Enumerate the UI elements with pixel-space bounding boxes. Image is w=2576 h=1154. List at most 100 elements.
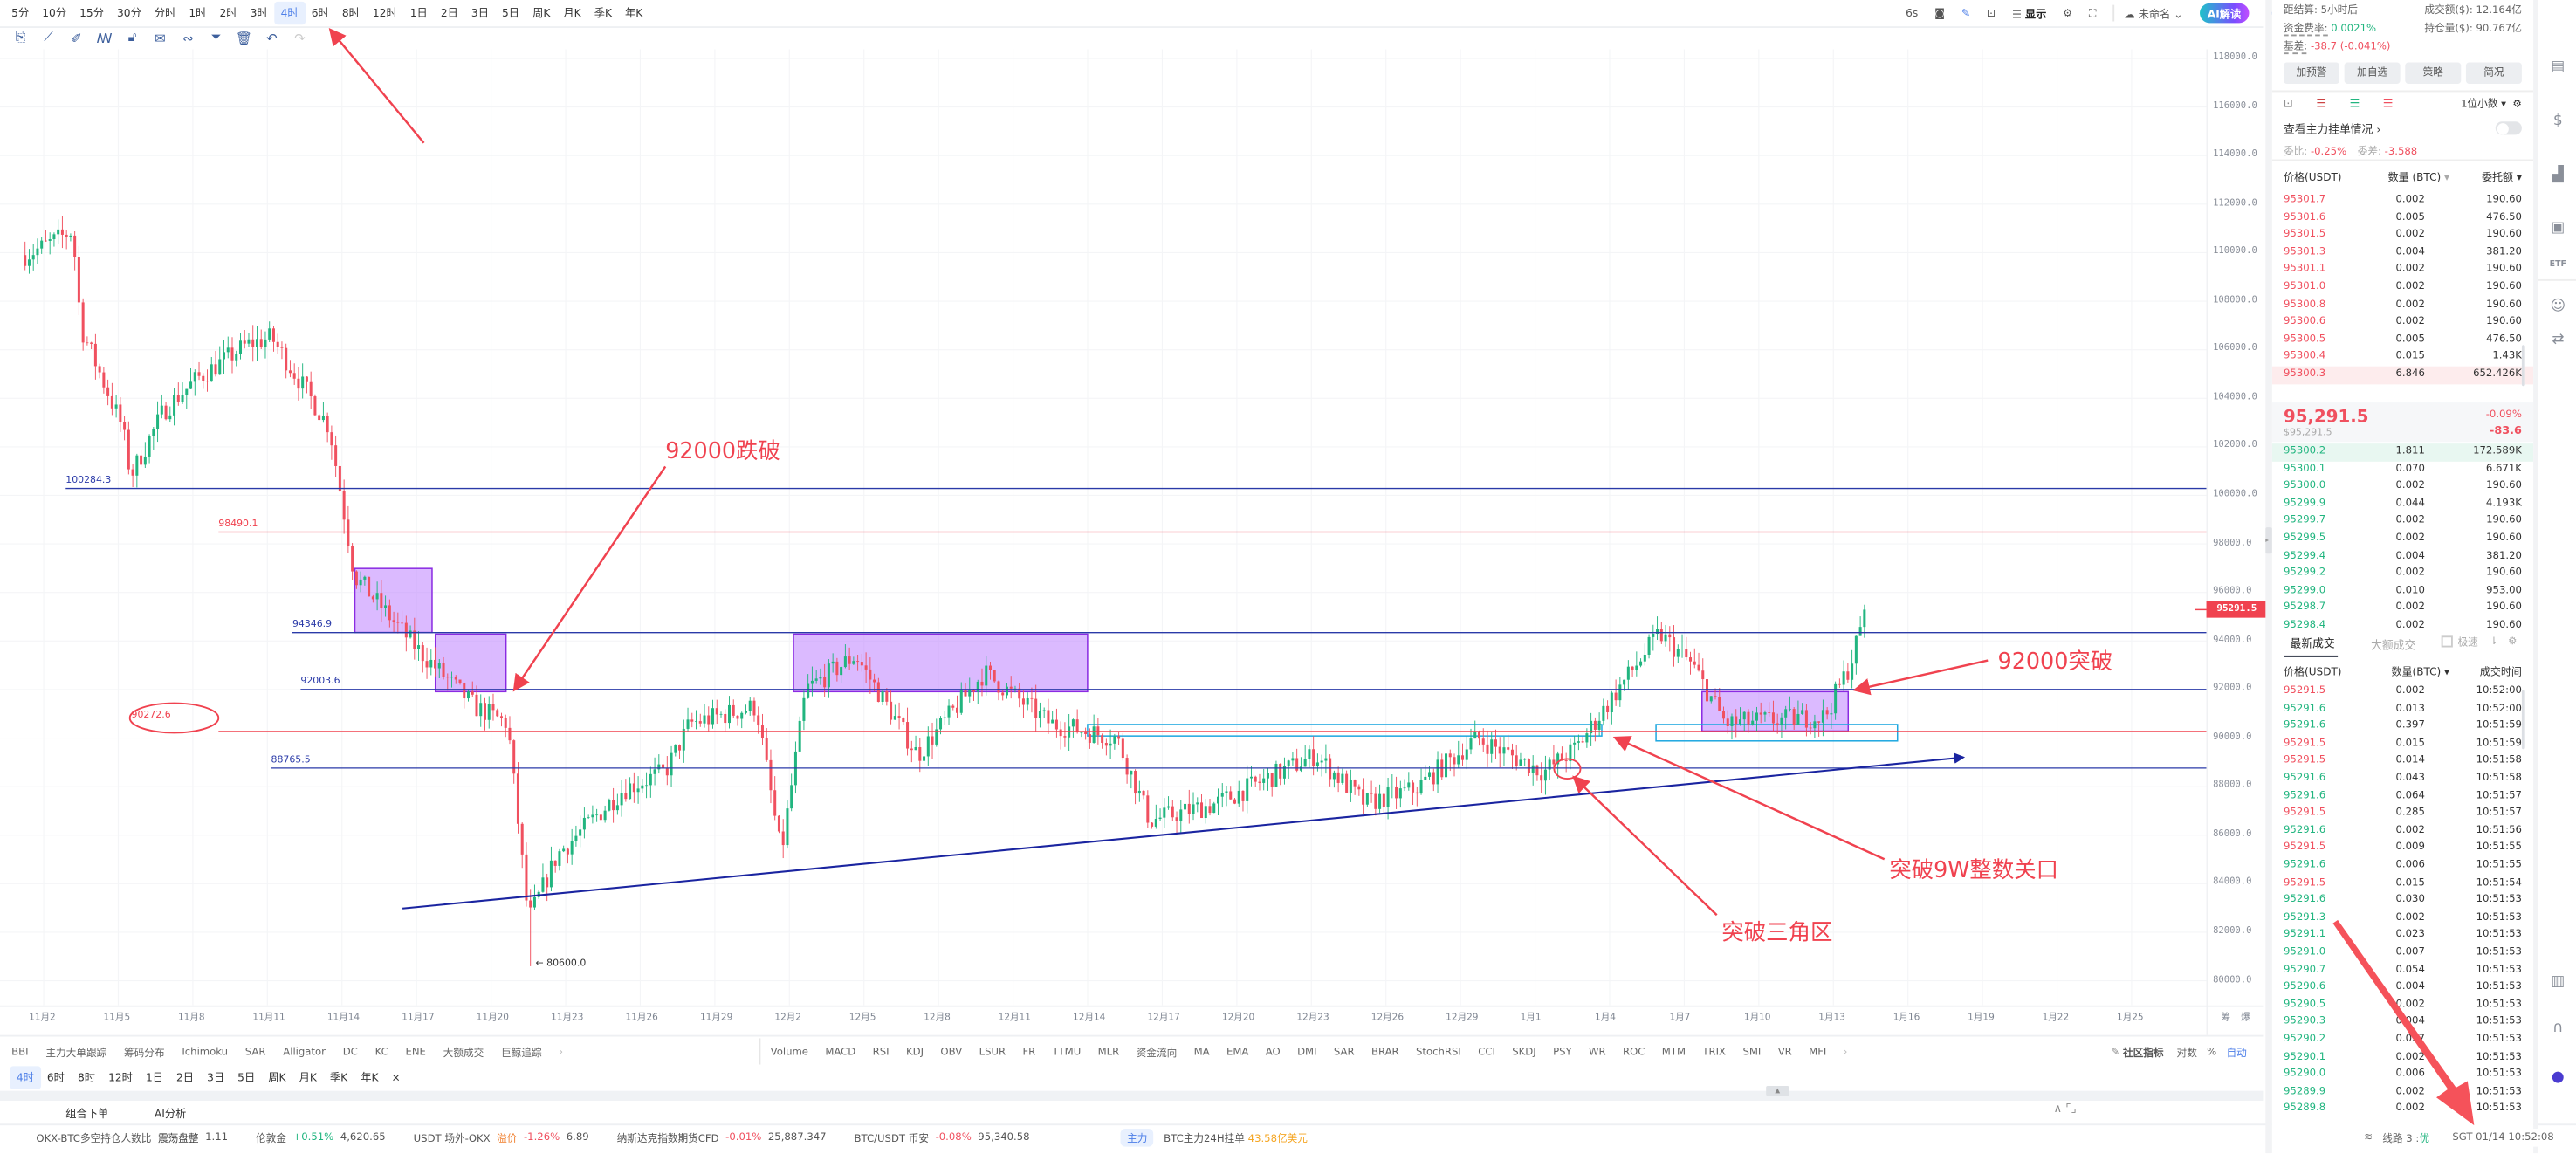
timeframe-17[interactable]: 月K [563,6,581,20]
main-orders-link[interactable]: 查看主力挂单情况 › [2284,123,2381,137]
bottom-timeframe-11[interactable]: 年K [361,1071,379,1085]
sub-indicator-9[interactable]: 资金流向 [1136,1047,1178,1059]
ask-row[interactable]: 95301.1 0.002 190.60 [2272,262,2533,279]
gear-icon[interactable]: ⚙ [2508,635,2518,648]
gear-icon[interactable]: ⚙ [2063,6,2073,20]
indicator-6[interactable]: DC [342,1045,358,1058]
ask-row[interactable]: 95300.3 6.846 652.426K [2271,366,2534,384]
timeframe-3[interactable]: 30分 [117,6,141,20]
add-alert-button[interactable]: 加预警 [2284,62,2339,84]
ask-row[interactable]: 95301.3 0.004 381.20 [2272,244,2533,262]
x-axis-tool-label[interactable]: 筹 [2221,1013,2231,1024]
undo-icon[interactable]: ↶ [266,30,278,45]
bottom-timeframe-5[interactable]: 2日 [176,1071,195,1085]
bid-row[interactable]: 95299.7 0.002 190.60 [2272,513,2533,531]
timeframe-5[interactable]: 1时 [189,6,207,20]
bid-row[interactable]: 95299.5 0.002 190.60 [2272,531,2533,548]
percent-scale-button[interactable]: % [2207,1045,2217,1058]
filter-icon[interactable]: ⏷ [210,29,222,45]
x-axis-tool-label[interactable]: 爆 [2241,1013,2250,1024]
sub-indicator-4[interactable]: OBV [940,1045,963,1058]
trades-scrollbar[interactable] [2521,690,2525,750]
timeframe-8[interactable]: 4时 [274,1,306,25]
bottom-timeframe-8[interactable]: 周K [268,1071,286,1085]
camera-icon[interactable]: ◙ [1934,6,1946,20]
sub-indicator-8[interactable]: MLR [1097,1045,1120,1058]
redo-icon[interactable]: ↷ [294,30,306,45]
ruler-icon[interactable]: ⟋ [44,29,53,45]
timeframe-15[interactable]: 5日 [502,6,520,20]
orderbook-both-icon[interactable]: ☰ [2316,97,2327,111]
swap-icon[interactable]: ⇄ [2552,332,2565,348]
price-axis[interactable]: 118000.0 116000.0 114000.0 112000.0 110000.0… [2207,0,2270,1006]
bid-row[interactable]: 95299.0 0.010 953.00 [2272,583,2533,601]
ask-row[interactable]: 95300.6 0.002 190.60 [2272,314,2533,332]
timeframe-19[interactable]: 年K [625,6,643,20]
tab-combo-order[interactable]: 组合下单 [65,1107,109,1121]
log-scale-button[interactable]: 对数 [2176,1047,2197,1059]
indicator-4[interactable]: SAR [244,1045,266,1058]
sub-indicator-13[interactable]: DMI [1297,1045,1317,1058]
document-icon[interactable]: ▤ [2551,58,2566,76]
timeframe-10[interactable]: 8时 [341,6,360,20]
sub-indicator-22[interactable]: MTM [1661,1045,1686,1058]
sub-indicator-19[interactable]: PSY [1553,1045,1572,1058]
lock-icon[interactable]: 🔓︎ [127,29,137,45]
sub-indicator-26[interactable]: MFI [1809,1045,1827,1058]
bottom-timeframe-9[interactable]: 月K [299,1071,317,1085]
assistant-bot-icon[interactable]: ● [2551,1069,2565,1087]
ticker-item[interactable]: OKX-BTC多空持仓人数比 震荡盘整 1.11 [36,1130,228,1144]
precision-select[interactable]: 1位小数 ▾ ⚙ [2461,98,2522,111]
sub-indicator-11[interactable]: EMA [1226,1045,1249,1058]
strategy-button[interactable]: 策略 [2405,62,2462,84]
indicator-1[interactable]: 主力大单跟踪 [45,1047,107,1059]
sub-indicator-6[interactable]: FR [1022,1045,1036,1058]
overview-button[interactable]: 简况 [2465,62,2522,84]
magnet-icon[interactable]: ∾ [182,30,194,45]
bookmark-icon[interactable]: ⎘ [15,29,26,45]
sub-indicator-14[interactable]: SAR [1333,1045,1355,1058]
add-panel-icon[interactable]: ⊡ [1986,6,1996,20]
community-indicators-button[interactable]: 社区指标 [2122,1047,2164,1059]
bottom-timeframe-4[interactable]: 1日 [145,1071,163,1085]
quantity-header[interactable]: 数量 (BTC) ▾ [2387,170,2450,184]
bid-row[interactable]: 95299.9 0.044 4.193K [2272,496,2533,513]
tab-large-trades[interactable]: 大额成交 [2371,638,2416,652]
ask-row[interactable]: 95300.4 0.015 1.43K [2272,349,2533,367]
expand-icon[interactable]: ∧ ⌜⌟ [2053,1102,2077,1116]
sub-indicator-21[interactable]: ROC [1623,1045,1645,1058]
bid-row[interactable]: 95299.2 0.002 190.60 [2272,566,2533,583]
bid-row[interactable]: 95299.4 0.004 381.20 [2272,548,2533,566]
bottom-timeframe-10[interactable]: 季K [329,1071,348,1085]
bottom-timeframe-7[interactable]: 5日 [237,1071,256,1085]
ask-row[interactable]: 95301.0 0.002 190.60 [2272,279,2533,297]
ticker-item[interactable]: USDT 场外-OKX 溢价 -1.26% 6.89 [414,1130,589,1144]
timeframe-6[interactable]: 2时 [219,6,237,20]
indicator-7[interactable]: KC [374,1045,388,1058]
indicator-icon[interactable]: ꟿ [96,30,113,45]
refresh-interval[interactable]: 6s [1906,6,1919,20]
etf-icon[interactable]: ETF [2549,259,2566,270]
layout-select[interactable]: ☁ 未命名 ⌄ [2112,4,2183,21]
ask-row[interactable]: 95301.7 0.002 190.60 [2272,192,2533,210]
sub-indicator-12[interactable]: AO [1265,1045,1281,1058]
scrollbar[interactable] [2521,181,2525,387]
bid-row[interactable]: 95298.4 0.002 190.60 [2272,618,2533,635]
ai-interpret-button[interactable]: AI解读 [2199,3,2250,24]
tab-latest-trades[interactable]: 最新成交 [2284,634,2339,657]
ask-row[interactable]: 95300.8 0.002 190.60 [2272,297,2533,314]
sub-indicator-16[interactable]: StochRSI [1416,1045,1461,1058]
bottom-timeframe-1[interactable]: 6时 [46,1071,65,1085]
ticker-item[interactable]: BTC/USDT 币安 -0.08% 95,340.58 [855,1130,1030,1144]
bid-row[interactable]: 95298.7 0.002 190.60 [2272,601,2533,618]
orderbook-asks-icon[interactable]: ☰ [2382,97,2394,111]
timeframe-13[interactable]: 2日 [440,6,458,20]
sort-icon[interactable]: ⇂ [2489,635,2498,648]
layout-icon[interactable]: ▥ [2551,974,2566,991]
sub-indicator-24[interactable]: SMI [1742,1045,1762,1058]
sub-indicator-7[interactable]: TTMU [1052,1045,1082,1058]
bottom-timeframe-2[interactable]: 8时 [77,1071,96,1085]
timeframe-16[interactable]: 周K [532,6,551,20]
amount-header[interactable]: 委托额 ▾ [2481,170,2522,184]
indicator-0[interactable]: BBI [11,1045,29,1058]
